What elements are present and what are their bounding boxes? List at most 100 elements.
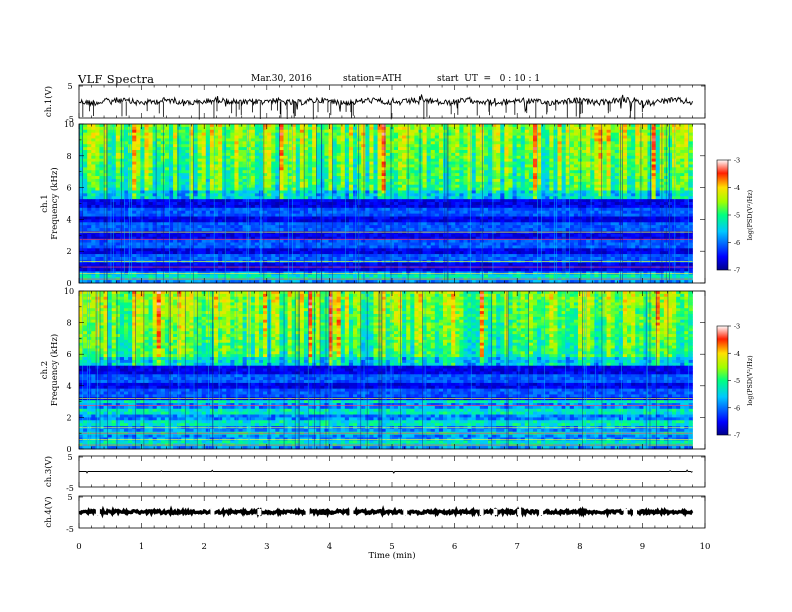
spectrogram-cell [373,135,378,139]
spectrogram-cell [254,173,260,177]
spectrogram-cell [475,210,481,215]
spectrogram-cell [234,158,239,162]
spectrogram-cell [672,138,677,142]
spectrogram-cell [258,141,264,145]
spectrogram-cell [95,193,100,197]
spectrogram-cell [381,126,387,131]
spectrogram-cell [377,176,383,180]
spectrogram-cell [577,167,583,171]
spectrogram-cell [181,129,186,134]
spectrogram-cell [177,167,182,171]
spectrogram-cell [602,190,607,194]
spectrogram-cell [185,190,190,194]
spectrogram-cell [332,164,338,168]
spectrogram-cell [254,126,260,131]
spectrogram-cell [132,184,137,188]
spectrogram-cell [303,187,309,191]
spectrogram-cell [353,167,358,171]
spectrogram-cell [316,167,321,171]
spectrogram-cell [283,132,288,136]
spectrogram-cell [532,173,538,177]
spectrogram-cell [594,173,599,177]
spectrogram-cell [410,132,415,136]
spectrogram-cell [303,173,309,177]
spectrogram-cell [357,135,362,139]
spectrogram-cell [647,152,652,157]
spectrogram-cell [230,161,235,165]
spectrogram-cell [508,207,513,212]
spectrogram-cell [586,144,591,148]
spectrogram-cell [279,181,284,186]
spectrogram-cell [340,144,346,148]
spectrogram-cell [83,193,88,197]
spectrogram-cell [332,187,338,191]
spectrogram-cell [230,147,235,151]
spectrogram-cell [610,184,616,188]
spectrogram-cell [173,170,178,174]
spectrogram-cell [361,138,366,142]
spectrogram-cell [443,124,448,128]
spectrogram-cell [487,193,493,197]
spectrogram-cell [144,173,149,177]
spectrogram-cell [455,176,460,180]
spectrogram-cell [414,124,419,128]
spectrogram-cell [443,144,448,148]
spectrogram-cell [95,202,100,206]
spectrogram-cell [577,184,583,188]
spectrogram-cell [447,161,452,165]
spectrogram-cell [308,124,313,128]
spectrogram-cell [569,196,575,200]
spectrogram-cell [483,210,489,215]
spectrogram-cell [140,207,145,212]
spectrogram-cell [254,124,260,128]
spectrogram-cell [610,147,616,151]
spectrogram-cell [647,164,652,168]
spectrogram-cell [618,129,624,134]
spectrogram-cell [610,150,616,154]
spectrogram-cell [152,132,158,136]
spectrogram-cell [537,196,542,200]
spectrogram-cell [389,141,395,145]
spectrogram-cell [557,164,562,168]
spectrogram-cell [91,138,96,142]
spectrogram-cell [631,155,636,160]
spectrogram-cell [279,207,284,212]
spectrogram-cell [643,141,648,145]
spectrogram-cell [234,173,239,177]
spectrogram-cell [451,167,456,171]
spectrogram-cell [459,181,464,186]
spectrogram-cell [532,178,538,183]
spectrogram-cell [398,210,403,215]
spectrogram-cell [541,199,546,203]
spectrogram-cell [508,161,513,165]
spectrogram-cell [680,176,685,180]
spectrogram-cell [471,170,477,174]
spectrogram-cell [655,187,661,191]
spectrogram-cell [402,173,407,177]
spectrogram-cell [532,196,538,200]
spectrogram-cell [324,190,329,194]
spectrogram-cell [647,158,652,162]
spectrogram-cell [348,161,354,165]
spectrogram-cell [299,129,305,134]
spectrogram-cell [267,196,272,200]
spectrogram-cell [111,187,117,191]
spectrogram-cell [312,193,317,197]
spectrogram-cell [418,207,423,212]
spectrogram-cell [79,135,84,139]
spectrogram-cell [348,184,354,188]
spectrogram-cell [320,141,325,145]
spectrogram-cell [651,161,657,165]
spectrogram-cell [667,170,673,174]
spectrogram-cell [312,167,317,171]
spectrogram-cell [471,176,477,180]
spectrogram-cell [197,132,203,136]
spectrogram-cell [308,181,313,186]
spectrogram-cell [156,178,162,183]
spectrogram-cell [287,202,293,206]
spectrogram-cell [398,202,403,206]
spectrogram-cell [402,170,407,174]
spectrogram-cell [406,161,411,165]
y-tick-label: 5 [67,82,72,91]
